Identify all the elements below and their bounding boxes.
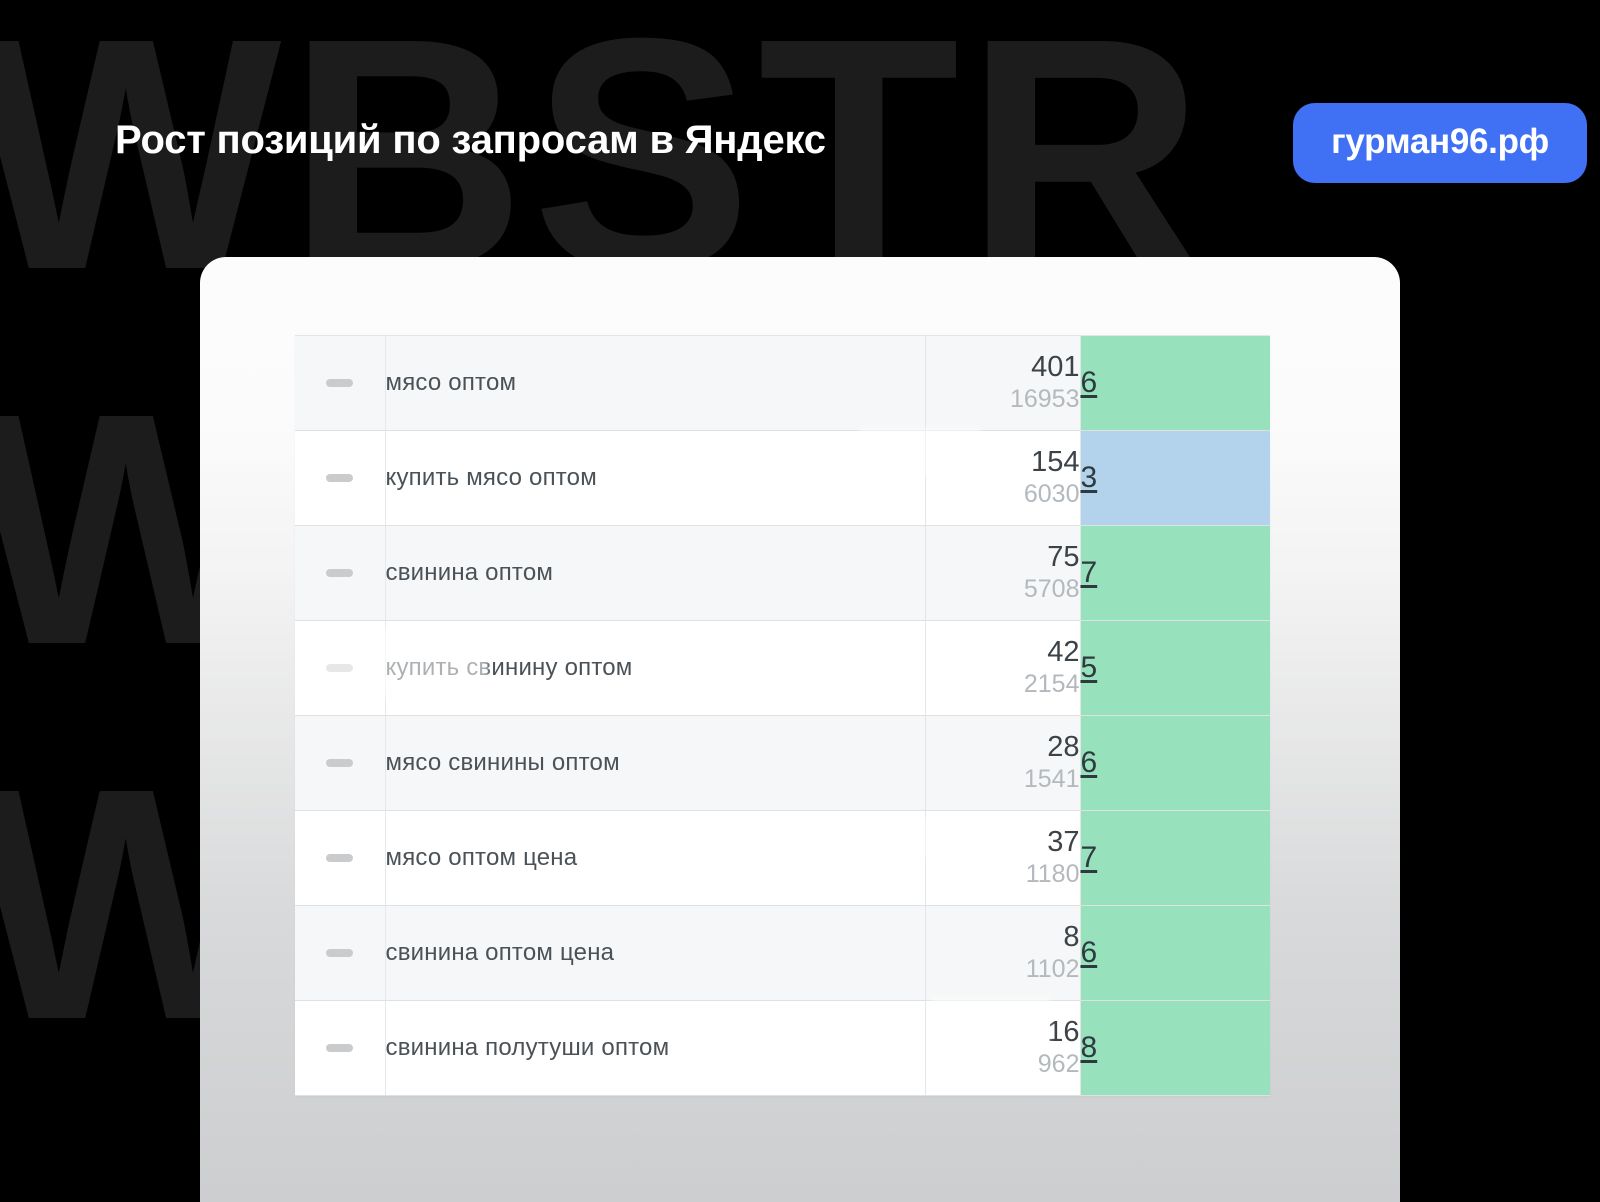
position-cell[interactable]: 6 xyxy=(1080,715,1270,811)
position-link[interactable]: 6 xyxy=(1080,936,1098,969)
position-cell[interactable]: 6 xyxy=(1080,335,1270,431)
dash-icon xyxy=(326,949,354,957)
header: Рост позиций по запросам в Яндекс гурман… xyxy=(0,0,1600,250)
dash-icon xyxy=(326,854,354,862)
volume-exact-value: 1102 xyxy=(1025,955,1080,984)
dash-icon xyxy=(326,569,354,577)
trend-cell xyxy=(295,335,386,431)
keyword-positions-table: мясо оптом 401 16953 6 купить мясо оптом… xyxy=(295,335,1270,1096)
position-cell[interactable]: 8 xyxy=(1080,1000,1270,1096)
table-row[interactable]: купить свинину оптом 42 2154 5 xyxy=(295,620,1270,716)
volume-exact-value: 16953 xyxy=(1009,385,1080,414)
table-row[interactable]: купить мясо оптом 154 6030 3 xyxy=(295,430,1270,526)
position-link[interactable]: 5 xyxy=(1080,651,1098,684)
query-cell[interactable]: мясо оптом xyxy=(385,335,926,431)
volume-exact-value: 1180 xyxy=(1025,860,1080,889)
volume-value: 37 xyxy=(1047,825,1080,858)
volume-value: 8 xyxy=(1063,920,1080,953)
volume-cell: 401 16953 xyxy=(925,335,1081,431)
table-row[interactable]: мясо оптом цена 37 1180 7 xyxy=(295,810,1270,906)
trend-cell xyxy=(295,905,386,1001)
dash-icon xyxy=(326,664,354,672)
query-cell[interactable]: свинина оптом цена xyxy=(385,905,926,1001)
position-cell[interactable]: 5 xyxy=(1080,620,1270,716)
position-link[interactable]: 8 xyxy=(1080,1031,1098,1064)
position-cell[interactable]: 6 xyxy=(1080,905,1270,1001)
position-cell[interactable]: 3 xyxy=(1080,430,1270,526)
dash-icon xyxy=(326,759,354,767)
query-cell[interactable]: мясо свинины оптом xyxy=(385,715,926,811)
dash-icon xyxy=(326,474,354,482)
page-title: Рост позиций по запросам в Яндекс xyxy=(115,118,826,162)
volume-exact-value: 962 xyxy=(1037,1050,1080,1079)
query-cell[interactable]: свинина полутуши оптом xyxy=(385,1000,926,1096)
query-cell[interactable]: свинина оптом xyxy=(385,525,926,621)
trend-cell xyxy=(295,1000,386,1096)
position-cell[interactable]: 7 xyxy=(1080,525,1270,621)
table-row[interactable]: свинина полутуши оптом 16 962 8 xyxy=(295,1000,1270,1096)
volume-cell: 37 1180 xyxy=(925,810,1081,906)
volume-value: 16 xyxy=(1047,1015,1080,1048)
query-cell[interactable]: купить мясо оптом xyxy=(385,430,926,526)
table-row[interactable]: мясо оптом 401 16953 6 xyxy=(295,335,1270,431)
screenshot-card: мясо оптом 401 16953 6 купить мясо оптом… xyxy=(200,257,1400,1202)
position-cell[interactable]: 7 xyxy=(1080,810,1270,906)
volume-value: 42 xyxy=(1047,635,1080,668)
dash-icon xyxy=(326,379,354,387)
position-link[interactable]: 7 xyxy=(1080,556,1098,589)
volume-cell: 16 962 xyxy=(925,1000,1081,1096)
volume-value: 28 xyxy=(1047,730,1080,763)
position-link[interactable]: 7 xyxy=(1080,841,1098,874)
volume-value: 401 xyxy=(1031,350,1080,383)
query-cell[interactable]: купить свинину оптом xyxy=(385,620,926,716)
volume-cell: 154 6030 xyxy=(925,430,1081,526)
volume-cell: 75 5708 xyxy=(925,525,1081,621)
site-badge: гурман96.рф xyxy=(1293,103,1587,183)
trend-cell xyxy=(295,620,386,716)
volume-exact-value: 1541 xyxy=(1023,765,1080,794)
volume-value: 75 xyxy=(1047,540,1080,573)
volume-cell: 42 2154 xyxy=(925,620,1081,716)
volume-cell: 28 1541 xyxy=(925,715,1081,811)
position-link[interactable]: 6 xyxy=(1080,746,1098,779)
volume-exact-value: 5708 xyxy=(1023,575,1080,604)
position-link[interactable]: 6 xyxy=(1080,366,1098,399)
trend-cell xyxy=(295,525,386,621)
volume-value: 154 xyxy=(1031,445,1080,478)
table-row[interactable]: свинина оптом 75 5708 7 xyxy=(295,525,1270,621)
table-row[interactable]: свинина оптом цена 8 1102 6 xyxy=(295,905,1270,1001)
trend-cell xyxy=(295,715,386,811)
dash-icon xyxy=(326,1044,354,1052)
position-link[interactable]: 3 xyxy=(1080,461,1098,494)
volume-exact-value: 2154 xyxy=(1023,670,1080,699)
trend-cell xyxy=(295,810,386,906)
volume-exact-value: 6030 xyxy=(1023,480,1080,509)
trend-cell xyxy=(295,430,386,526)
table-body: мясо оптом 401 16953 6 купить мясо оптом… xyxy=(295,335,1270,1096)
query-cell[interactable]: мясо оптом цена xyxy=(385,810,926,906)
table-row[interactable]: мясо свинины оптом 28 1541 6 xyxy=(295,715,1270,811)
volume-cell: 8 1102 xyxy=(925,905,1081,1001)
